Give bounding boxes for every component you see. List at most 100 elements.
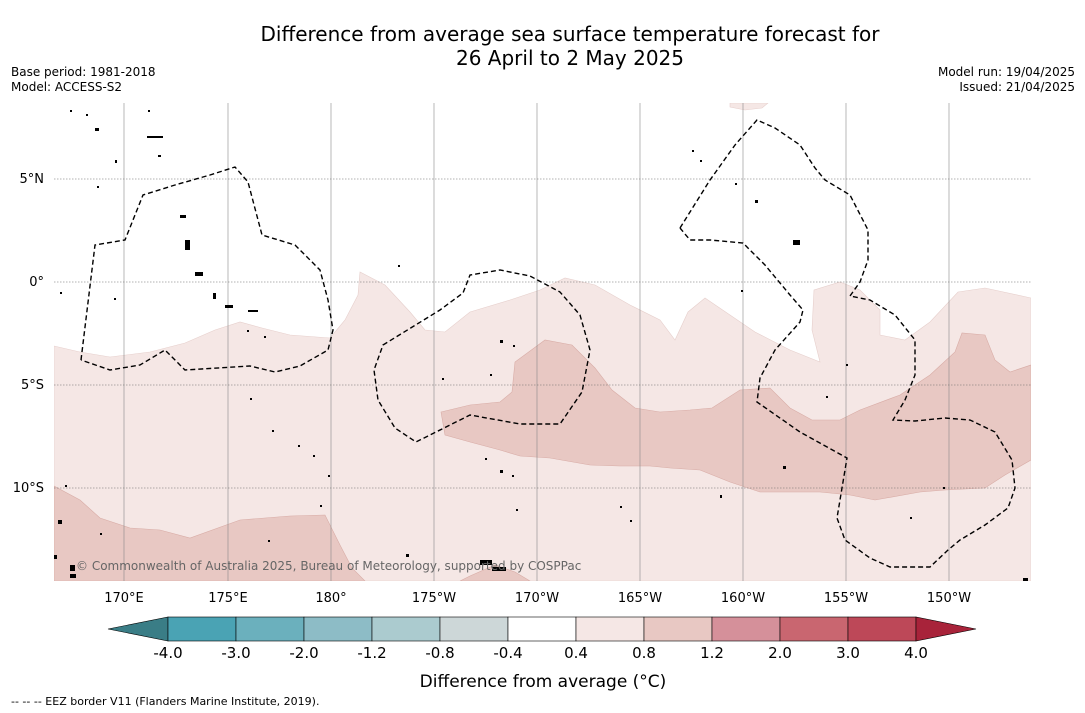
island — [95, 128, 99, 131]
lon-label: 165°W — [618, 591, 662, 606]
colorbar-tick-label: -1.2 — [357, 644, 386, 662]
lat-label: 5°N — [20, 172, 45, 187]
lon-label: 175°E — [208, 591, 248, 606]
lon-label: 150°W — [927, 591, 971, 606]
map-area: © Commonwealth of Australia 2025, Bureau… — [54, 103, 1031, 581]
lon-label: 170°E — [104, 591, 144, 606]
anomaly-region-medium — [440, 332, 1031, 501]
island — [248, 310, 258, 312]
island — [158, 155, 161, 157]
lat-label: 10°S — [13, 481, 44, 496]
colorbar-label: Difference from average (°C) — [420, 672, 667, 692]
island — [846, 364, 848, 366]
island — [755, 200, 758, 203]
graticule — [123, 103, 950, 581]
island — [114, 298, 116, 300]
title-line-1: Difference from average sea surface temp… — [260, 22, 880, 46]
island — [60, 292, 62, 294]
island — [97, 186, 99, 188]
island — [406, 554, 409, 557]
latitude-gridlines — [54, 178, 1031, 489]
island — [793, 240, 800, 245]
island — [485, 458, 487, 460]
eez-borders — [80, 119, 1016, 568]
island — [490, 374, 492, 376]
island — [115, 160, 117, 163]
island — [225, 305, 233, 308]
island — [213, 293, 216, 299]
colorbar-swatch — [439, 616, 509, 642]
title-line-2: 26 April to 2 May 2025 — [456, 46, 684, 70]
island — [512, 475, 514, 477]
chart-title: Difference from average sea surface temp… — [0, 22, 1085, 70]
colorbar-tick-labels: -4.0 -3.0 -2.0 -1.2 -0.8 -0.4 0.4 0.8 1.2 2.0 3.0 4… — [153, 644, 928, 662]
latitude-labels: 5°N 0° 5°S 10°S — [13, 172, 44, 496]
island — [783, 466, 786, 469]
island — [943, 487, 945, 489]
anomaly-region-south — [459, 564, 531, 581]
lon-label: 175°W — [412, 591, 456, 606]
island — [58, 520, 62, 524]
lat-label: 0° — [29, 275, 44, 290]
island — [70, 565, 75, 571]
island — [720, 495, 722, 498]
island — [513, 345, 515, 347]
issued-date: Issued: 21/04/2025 — [959, 80, 1075, 94]
island — [500, 340, 503, 343]
colorbar-tick-label: -2.0 — [289, 644, 318, 662]
meta-left: Base period: 1981-2018 Model: ACCESS-S2 — [11, 65, 156, 95]
colorbar-swatch — [167, 616, 237, 642]
island — [250, 398, 252, 400]
island — [147, 136, 163, 138]
island — [195, 272, 203, 276]
island — [741, 290, 743, 292]
island — [86, 114, 88, 116]
island — [735, 183, 737, 185]
colorbar-swatch — [847, 616, 917, 642]
colorbar-tick-label: 1.2 — [700, 644, 724, 662]
colorbar-swatch — [371, 616, 441, 642]
island — [500, 470, 503, 473]
island — [620, 506, 622, 508]
anomaly-region-north — [729, 103, 769, 111]
base-period: Base period: 1981-2018 — [11, 65, 156, 79]
island — [826, 396, 828, 398]
lat-label: 5°S — [21, 378, 44, 393]
island — [180, 215, 186, 218]
island — [630, 520, 632, 522]
island — [185, 240, 190, 250]
colorbar-tick-label: -0.8 — [425, 644, 454, 662]
island — [692, 150, 694, 152]
colorbar-swatch — [779, 616, 849, 642]
island — [148, 110, 150, 112]
colorbar-tick-label: -3.0 — [221, 644, 250, 662]
island — [70, 110, 72, 112]
colorbar-extend-low — [107, 616, 169, 642]
island — [313, 455, 315, 457]
lon-label: 155°W — [824, 591, 868, 606]
island — [100, 533, 102, 535]
colorbar-swatch — [507, 616, 577, 642]
eez-border-line-islands — [679, 119, 1016, 568]
copyright-credit: © Commonwealth of Australia 2025, Bureau… — [76, 559, 581, 573]
colorbar-swatch — [643, 616, 713, 642]
model-name: Model: ACCESS-S2 — [11, 80, 123, 94]
colorbar-tick-label: 3.0 — [836, 644, 860, 662]
longitude-labels: 170°E 175°E 180° 175°W 170°W 165°W 160°W… — [104, 591, 971, 606]
island — [328, 475, 330, 477]
colorbar-tick-label: 4.0 — [904, 644, 928, 662]
model-run: Model run: 19/04/2025 — [937, 65, 1075, 79]
colorbar-tick-label: -0.4 — [493, 644, 522, 662]
colorbar-tick-label: 0.4 — [564, 644, 588, 662]
island — [54, 555, 57, 559]
colorbar-swatch — [235, 616, 305, 642]
colorbar-swatch — [575, 616, 645, 642]
island — [70, 574, 76, 578]
lon-label: 160°W — [721, 591, 765, 606]
lon-label: 170°W — [515, 591, 559, 606]
island — [442, 378, 444, 380]
lon-label: 180° — [315, 591, 346, 606]
colorbar-swatches — [107, 616, 977, 642]
meta-right: Model run: 19/04/2025 Issued: 21/04/2025 — [938, 65, 1075, 95]
